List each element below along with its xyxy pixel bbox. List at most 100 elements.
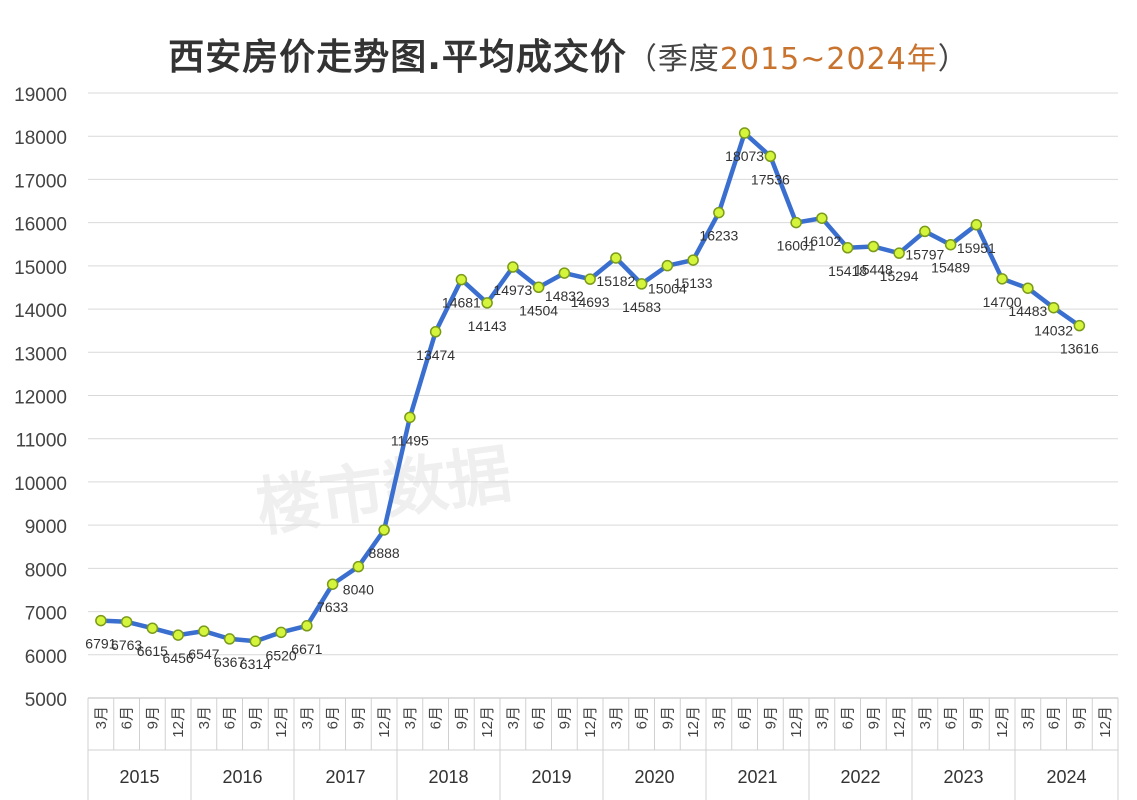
x-year-label: 2019	[531, 767, 571, 787]
data-point	[996, 273, 1008, 285]
data-point	[764, 150, 777, 163]
series-line	[98, 130, 1082, 644]
x-tick-label: 3月	[1020, 706, 1037, 729]
x-tick-label: 9月	[350, 706, 367, 729]
data-label: 14504	[519, 302, 558, 318]
x-axis: 3月 6月 9月 12月 2015 3月 6月 9月 12月 2016 3月 6月 9月 12月 2017 3…	[87, 698, 1119, 800]
x-tick-label: 9月	[247, 706, 264, 729]
y-tick-label: 9000	[25, 517, 67, 538]
data-label: 6367	[214, 654, 245, 670]
data-point	[635, 278, 648, 290]
y-tick-label: 6000	[25, 647, 67, 668]
data-point	[120, 616, 133, 628]
data-point	[507, 261, 519, 273]
x-tick-label: 9月	[556, 706, 573, 729]
data-label: 16233	[699, 228, 738, 244]
gridlines	[88, 92, 1118, 699]
x-tick-label: 3月	[711, 706, 728, 729]
y-tick-label: 7000	[25, 604, 67, 625]
data-point	[944, 238, 957, 251]
y-axis: 5000 6000 7000 8000 9000 10000 11000 12000 13000…	[14, 85, 67, 711]
data-point	[301, 620, 313, 632]
x-tick-label: 3月	[196, 706, 213, 729]
x-tick-label: 6月	[1046, 706, 1063, 729]
x-year-label: 2022	[840, 767, 880, 787]
data-label: 15489	[931, 260, 970, 276]
data-point	[893, 247, 905, 259]
data-label: 6671	[291, 641, 322, 657]
data-label: 8040	[343, 582, 374, 598]
data-label: 15182	[596, 273, 635, 289]
x-tick-label: 9月	[659, 706, 676, 729]
data-point	[146, 622, 159, 634]
data-point	[481, 297, 493, 309]
data-point	[841, 242, 854, 254]
data-point	[352, 560, 365, 573]
data-point	[738, 127, 751, 139]
data-label: 14483	[1008, 303, 1047, 319]
data-label: 11495	[391, 432, 429, 448]
y-tick-label: 13000	[14, 344, 67, 365]
data-point	[95, 614, 107, 627]
data-label: 14583	[622, 299, 661, 315]
data-point	[404, 411, 416, 424]
x-tick-label: 12月	[1097, 706, 1114, 738]
data-label: 18073	[725, 148, 764, 164]
data-point	[790, 216, 802, 229]
y-tick-label: 15000	[14, 258, 67, 279]
data-label: 14700	[983, 294, 1022, 310]
data-label: 7633	[317, 599, 348, 615]
x-year-label: 2015	[119, 767, 159, 787]
data-label: 15004	[648, 281, 687, 297]
data-points	[95, 127, 1086, 647]
data-label: 13474	[416, 347, 455, 363]
data-point	[1073, 319, 1086, 332]
data-point	[661, 259, 674, 272]
data-label: 14832	[545, 288, 584, 304]
x-tick-label: 6月	[531, 706, 548, 729]
x-tick-label: 9月	[865, 706, 882, 729]
data-point	[816, 212, 828, 224]
data-label: 15448	[854, 261, 893, 277]
x-tick-label: 3月	[917, 706, 934, 729]
data-point	[172, 629, 184, 641]
data-label: 15951	[957, 240, 996, 256]
data-point	[713, 206, 725, 219]
data-label: 16102	[802, 233, 841, 249]
data-label: 15797	[905, 246, 944, 262]
data-label: 6314	[240, 656, 271, 672]
x-tick-label: 9月	[453, 706, 470, 729]
y-tick-label: 5000	[25, 690, 67, 711]
y-tick-label: 10000	[14, 474, 67, 495]
data-point	[1047, 301, 1060, 314]
x-tick-label: 6月	[840, 706, 857, 729]
data-point	[970, 219, 983, 231]
x-tick-label: 6月	[634, 706, 651, 729]
data-point	[326, 578, 339, 590]
data-point	[558, 267, 571, 279]
chart-title: 西安房价走势图.平均成交价（季度2015~2024年）	[0, 28, 1137, 80]
x-tick-label: 12月	[582, 706, 599, 738]
x-tick-label: 12月	[170, 706, 187, 738]
x-tick-label: 9月	[968, 706, 985, 729]
data-label: 14143	[468, 318, 507, 334]
data-label: 6456	[163, 650, 194, 666]
data-label: 14032	[1034, 323, 1073, 339]
x-year-label: 2023	[943, 767, 983, 787]
x-tick-label: 6月	[428, 706, 445, 729]
y-tick-label: 12000	[14, 388, 67, 409]
x-tick-label: 6月	[737, 706, 754, 729]
x-year-label: 2024	[1046, 767, 1086, 787]
data-point	[919, 225, 931, 238]
data-label: 15418	[828, 263, 867, 279]
data-point	[249, 635, 262, 647]
x-tick-label: 12月	[479, 706, 496, 738]
data-point	[223, 633, 236, 645]
title-main: 西安房价走势图.平均成交价	[168, 37, 627, 78]
data-point	[687, 254, 699, 266]
x-tick-label: 3月	[402, 706, 419, 729]
x-tick-label: 3月	[299, 706, 316, 729]
x-tick-label: 12月	[788, 706, 805, 738]
